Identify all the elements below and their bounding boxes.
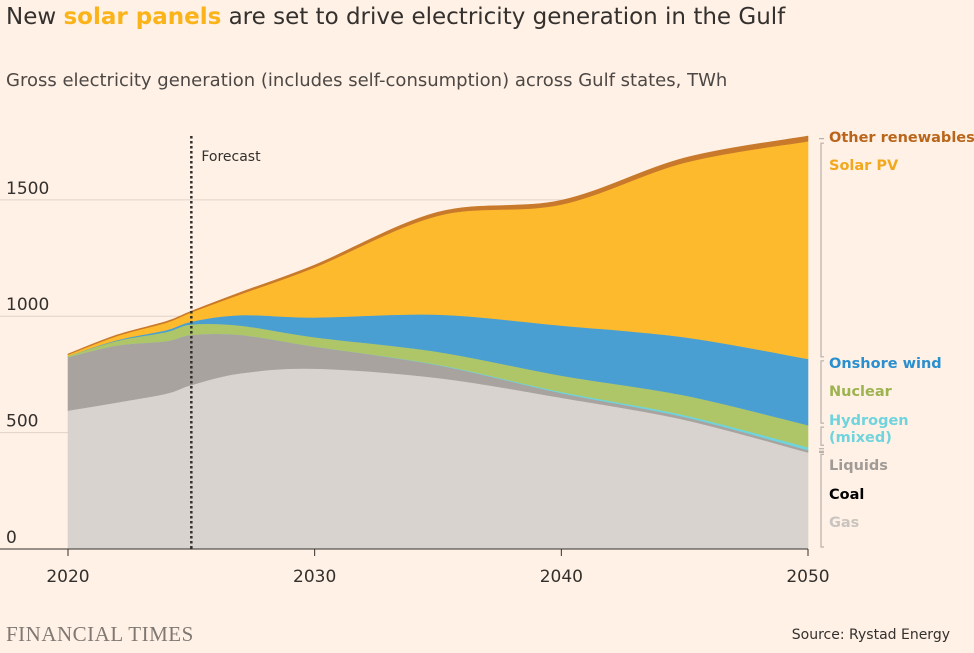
legend-label-hydrogen-mixed: Hydrogen (mixed) <box>829 413 909 446</box>
forecast-label: Forecast <box>201 149 261 165</box>
legend-label-liquids: Liquids <box>829 458 888 474</box>
legend-label-nuclear: Nuclear <box>829 384 893 400</box>
x-tick-label-2020: 2020 <box>46 567 89 587</box>
bracket-onshore-wind <box>820 360 824 424</box>
bracket-solar-pv <box>820 142 824 358</box>
ft-logo: FINANCIAL TIMES <box>6 622 194 646</box>
source-note: Source: Rystad Energy <box>791 627 950 643</box>
bracket-nuclear <box>820 426 824 446</box>
y-tick-label-1500: 1500 <box>6 179 49 199</box>
x-tick-label-2040: 2040 <box>540 567 583 587</box>
x-tick-label-2030: 2030 <box>293 567 336 587</box>
legend-label-other-renewables: Other renewables <box>829 130 974 146</box>
chart-subtitle: Gross electricity generation (includes s… <box>6 70 728 91</box>
title-text-2: are set to drive electricity generation … <box>221 4 786 30</box>
legend-label-onshore-wind: Onshore wind <box>829 356 942 372</box>
legend-label-gas: Gas <box>829 515 859 531</box>
legend-label-coal: Coal <box>829 487 864 503</box>
x-tick-label-2050: 2050 <box>786 567 829 587</box>
legend-label-solar-pv: Solar PV <box>829 158 899 174</box>
y-tick-label-0: 0 <box>6 528 17 548</box>
bracket-gas <box>820 453 824 548</box>
area-other-renewables <box>67 135 809 356</box>
title-highlight: solar panels <box>63 4 222 30</box>
title-text-1: New <box>6 4 64 30</box>
chart-title: New solar panels are set to drive electr… <box>6 4 785 30</box>
y-tick-label-1000: 1000 <box>6 295 49 315</box>
y-tick-label-500: 500 <box>6 412 38 432</box>
